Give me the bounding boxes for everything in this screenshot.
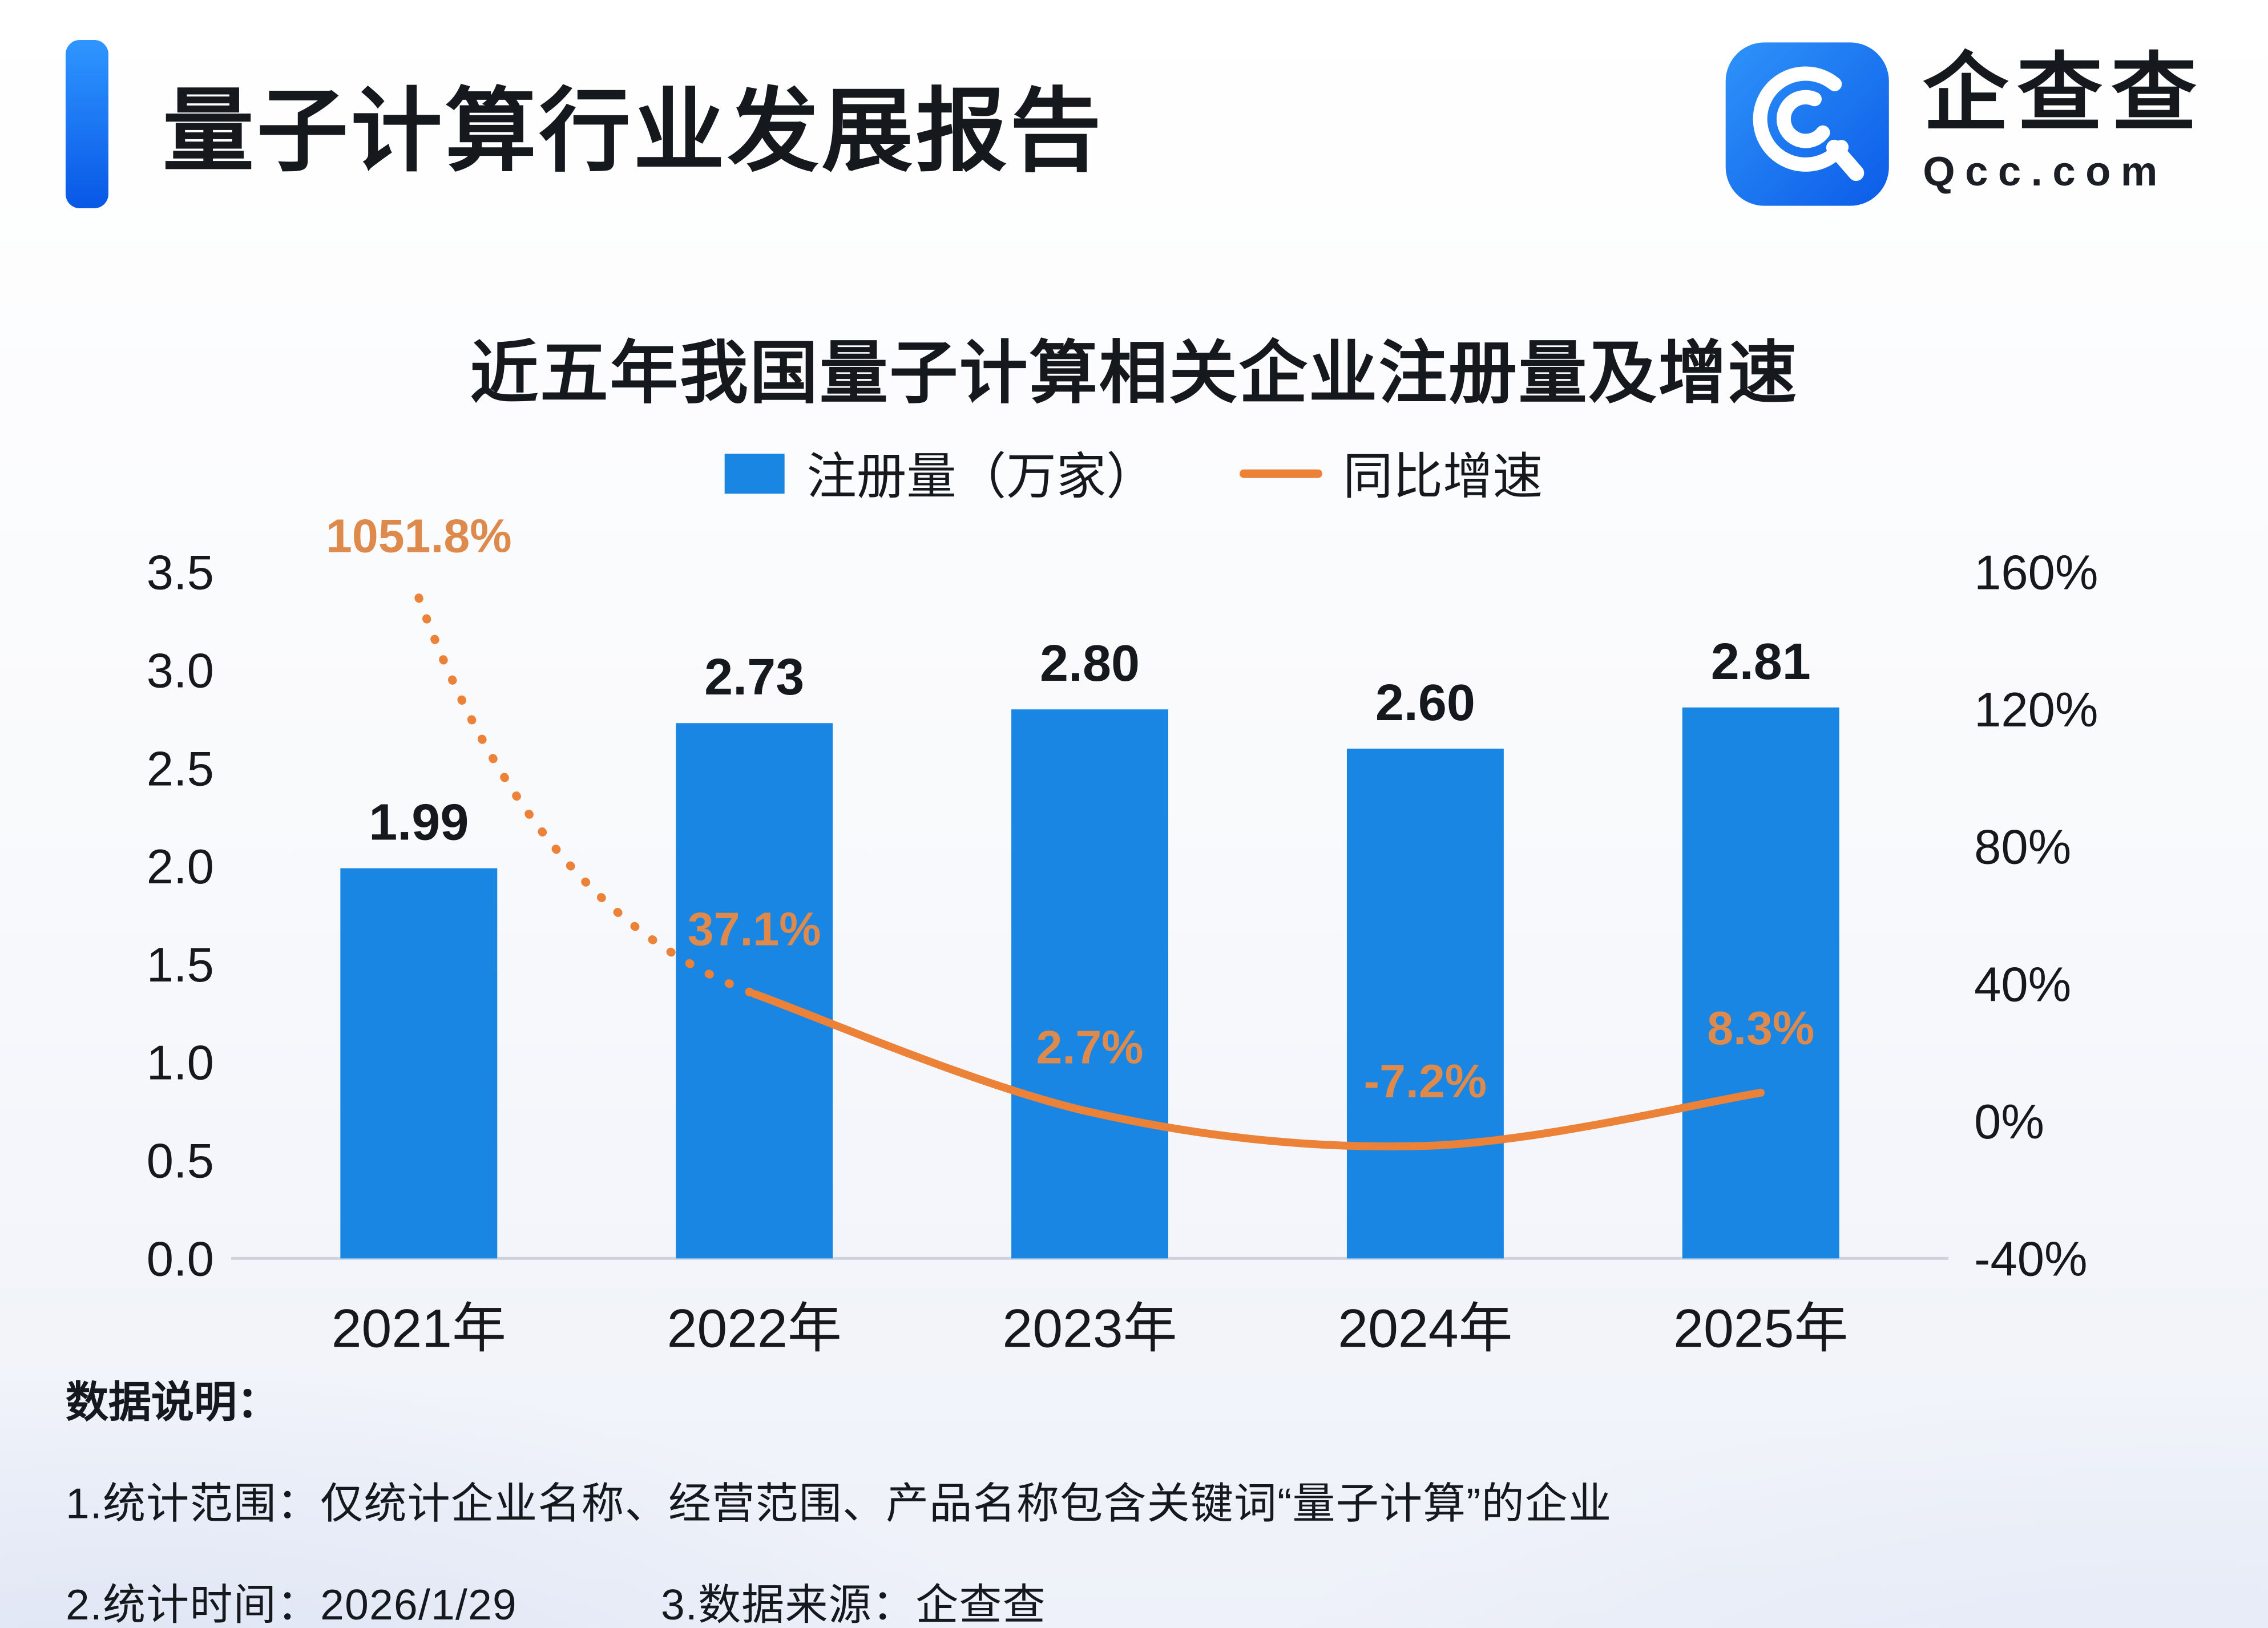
- report-header: 量子计算行业发展报告 企查查: [65, 40, 2205, 209]
- growth-value-label: -7.2%: [1364, 1055, 1487, 1108]
- x-axis-label: 2024年: [1338, 1298, 1512, 1359]
- chart-legend: 注册量（万家） 同比增速: [0, 437, 2268, 510]
- legend-item-growth: 同比增速: [1238, 437, 1543, 510]
- bar-value-label: 2.60: [1375, 674, 1475, 732]
- legend-line-label: 同比增速: [1343, 449, 1543, 506]
- bar-2024年: [1346, 748, 1504, 1259]
- right-axis-tick: -40%: [1974, 1232, 2087, 1286]
- left-axis-tick: 3.0: [147, 644, 214, 698]
- brand-domain: Qcc.com: [1923, 150, 2168, 196]
- left-axis-tick: 1.5: [147, 938, 214, 992]
- bar-2021年: [340, 868, 498, 1259]
- note-source: 3.数据来源：企查查: [661, 1582, 1046, 1628]
- notes-heading: 数据说明：: [65, 1379, 280, 1427]
- growth-value-label: 1051.8%: [326, 510, 512, 563]
- data-notes: 数据说明： 1.统计范围：仅统计企业名称、经营范围、产品名称包含关键词“量子计算…: [66, 1367, 2205, 1628]
- x-axis-label: 2021年: [332, 1298, 506, 1359]
- bar-2023年: [1011, 709, 1169, 1259]
- left-axis-tick: 3.5: [147, 546, 214, 600]
- legend-bar-label: 注册量（万家）: [806, 449, 1156, 506]
- growth-value-label: 8.3%: [1707, 1002, 1814, 1055]
- brand-text: 企查查 Qcc.com: [1923, 51, 2205, 197]
- growth-value-label: 2.7%: [1036, 1021, 1144, 1074]
- chart-title: 近五年我国量子计算相关企业注册量及增速: [470, 337, 1798, 413]
- growth-value-label: 37.1%: [688, 903, 821, 956]
- x-axis-label: 2022年: [667, 1298, 842, 1359]
- left-axis-tick: 0.0: [147, 1232, 214, 1286]
- note-time: 2.统计时间：2026/1/29: [65, 1582, 517, 1628]
- left-axis-tick: 1.0: [147, 1036, 214, 1090]
- bar-value-label: 2.80: [1040, 635, 1140, 692]
- growth-line: [750, 989, 1765, 1150]
- brand-block: 企查查 Qcc.com: [1723, 40, 2205, 208]
- qcc-logo-icon: [1725, 42, 1889, 206]
- left-axis-tick: 2.5: [147, 742, 214, 796]
- bar-2025年: [1682, 707, 1839, 1259]
- note-meta: 2.统计时间：2026/1/29 3.数据来源：企查查: [66, 1569, 2205, 1628]
- note-scope: 1.统计范围：仅统计企业名称、经营范围、产品名称包含关键词“量子计算”的企业: [65, 1481, 1612, 1528]
- page-title: 量子计算行业发展报告: [162, 80, 1104, 183]
- bar-2022年: [676, 723, 833, 1259]
- x-axis-label: 2025年: [1673, 1298, 1848, 1359]
- growth-line-dotted: [414, 593, 759, 999]
- brand-name: 企查查: [1923, 46, 2206, 142]
- right-axis-tick: 80%: [1974, 821, 2071, 875]
- bar-value-label: 1.99: [369, 794, 469, 851]
- right-axis-tick: 120%: [1974, 683, 2098, 737]
- legend-item-registrations: 注册量（万家）: [725, 437, 1156, 510]
- left-axis-tick: 0.5: [147, 1134, 214, 1189]
- left-axis-tick: 2.0: [147, 840, 214, 894]
- legend-bar-swatch: [725, 453, 785, 493]
- right-axis-tick: 0%: [1974, 1095, 2044, 1149]
- x-axis-label: 2023年: [1002, 1298, 1177, 1359]
- right-axis-tick: 40%: [1974, 958, 2071, 1012]
- bar-value-label: 2.73: [704, 649, 804, 706]
- right-axis-tick: 160%: [1974, 546, 2098, 600]
- legend-line-swatch: [1238, 468, 1322, 478]
- title-accent-bar: [65, 40, 108, 209]
- bar-value-label: 2.81: [1711, 633, 1811, 690]
